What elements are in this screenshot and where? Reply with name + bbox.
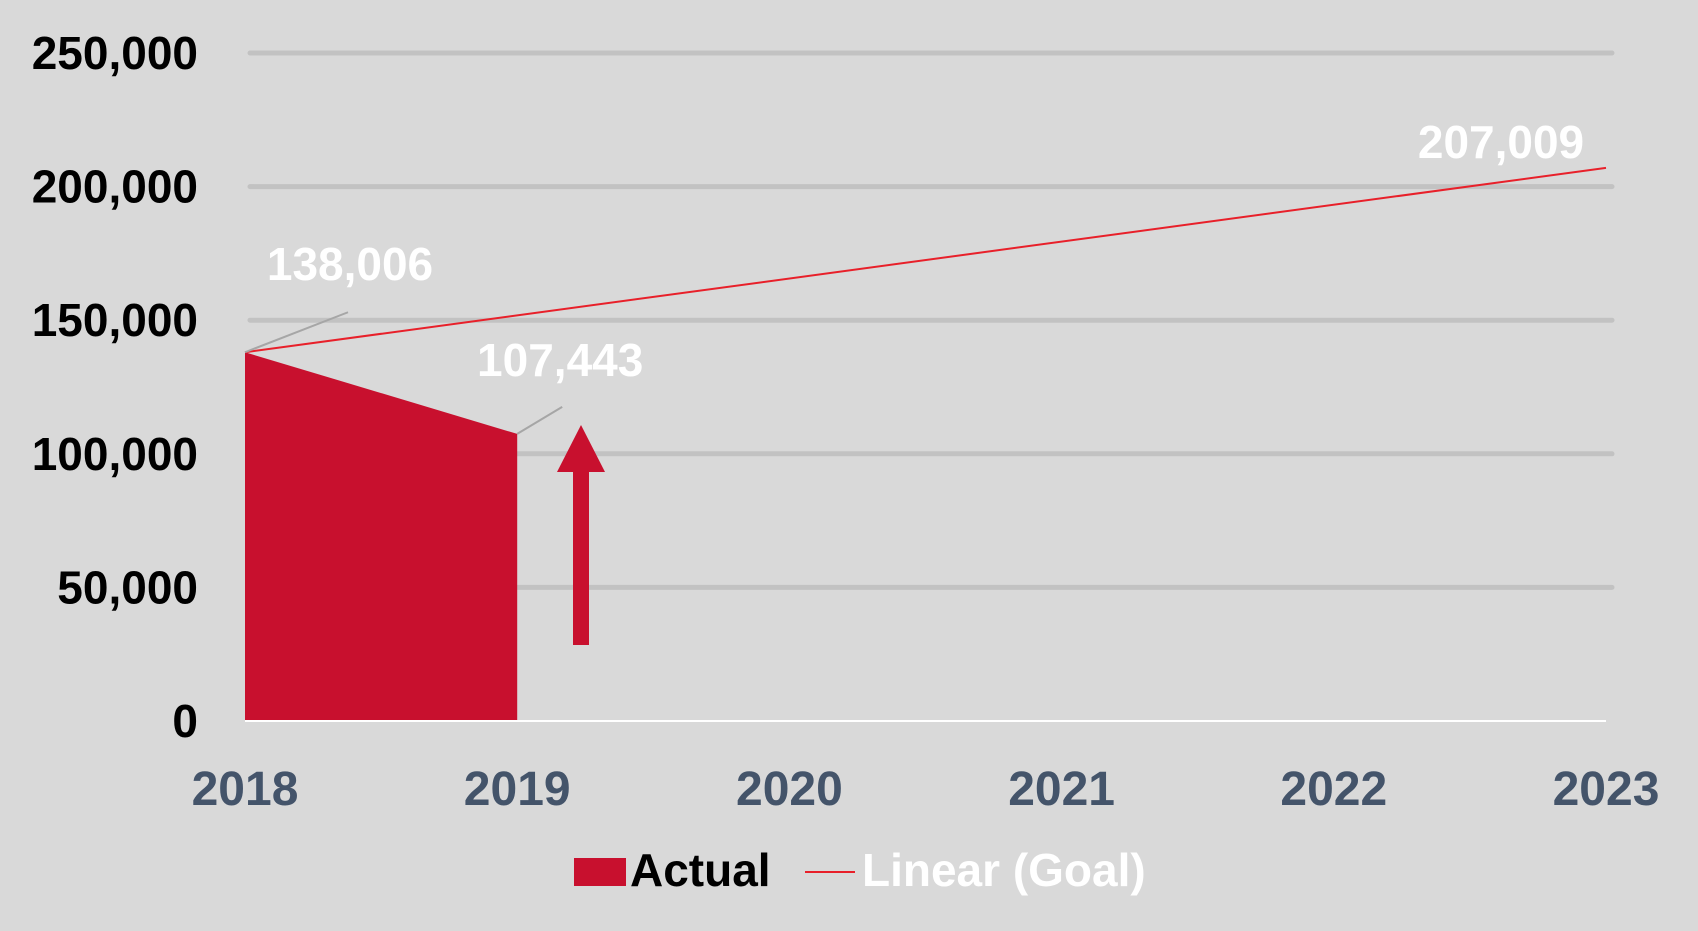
legend: Actual Linear (Goal) xyxy=(574,844,1146,896)
x-axis: 2018 2019 2020 2021 2022 2023 xyxy=(192,720,1660,816)
x-tick-label: 2020 xyxy=(736,763,843,816)
leader-line xyxy=(516,406,563,435)
y-tick-label: 150,000 xyxy=(32,294,198,346)
goal-trendline xyxy=(244,166,1607,354)
data-label: 207,009 xyxy=(1418,116,1584,168)
data-labels: 138,006 107,443 207,009 xyxy=(267,116,1584,386)
y-axis: 0 50,000 100,000 150,000 200,000 250,000 xyxy=(32,27,198,747)
up-arrow-icon xyxy=(557,425,605,645)
data-label: 107,443 xyxy=(477,334,643,386)
data-label: 138,006 xyxy=(267,238,433,290)
y-tick-label: 0 xyxy=(172,695,198,747)
x-tick-label: 2019 xyxy=(464,763,571,816)
y-tick-label: 100,000 xyxy=(32,428,198,480)
arrow-shaft xyxy=(573,470,589,645)
y-tick-label: 50,000 xyxy=(57,561,198,613)
y-tick-label: 250,000 xyxy=(32,27,198,79)
legend-swatch-actual xyxy=(574,858,626,886)
actual-area xyxy=(245,352,518,721)
x-tick-label: 2021 xyxy=(1008,763,1115,816)
leader-lines xyxy=(244,311,563,435)
actual-series xyxy=(245,352,518,721)
x-tick-label: 2018 xyxy=(192,763,299,816)
arrow-group xyxy=(557,425,605,645)
x-tick-label: 2023 xyxy=(1553,763,1660,816)
y-tick-label: 200,000 xyxy=(32,161,198,213)
legend-label-actual: Actual xyxy=(630,844,771,896)
leader-line xyxy=(244,311,349,354)
arrow-head xyxy=(557,425,605,472)
x-tick-label: 2022 xyxy=(1280,763,1387,816)
legend-label-goal: Linear (Goal) xyxy=(862,844,1146,896)
goal-series xyxy=(244,166,1607,354)
